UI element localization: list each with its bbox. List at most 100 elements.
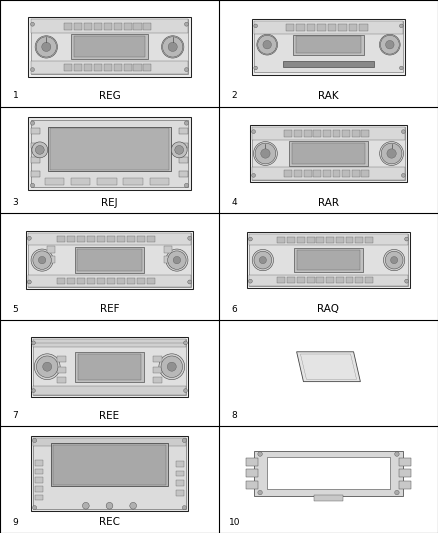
Bar [113, 64, 122, 71]
Bar [284, 170, 292, 177]
Bar [313, 170, 321, 177]
Bar [304, 170, 311, 177]
Circle shape [42, 42, 51, 52]
Bar [31, 20, 188, 74]
Bar [254, 21, 403, 34]
Circle shape [405, 279, 409, 283]
Bar [246, 458, 258, 466]
Circle shape [31, 68, 35, 71]
Bar [283, 61, 374, 67]
Bar [74, 36, 145, 58]
Bar [64, 22, 72, 30]
Bar [336, 277, 344, 284]
Bar [57, 236, 65, 243]
Circle shape [39, 256, 46, 264]
Bar [97, 278, 105, 285]
Bar [94, 64, 102, 71]
Bar [252, 167, 405, 180]
Circle shape [162, 36, 184, 58]
Circle shape [252, 249, 273, 271]
Bar [67, 236, 75, 243]
Bar [134, 22, 141, 30]
Bar [163, 256, 172, 263]
Bar [163, 246, 172, 253]
Bar [179, 171, 187, 177]
Text: REG: REG [99, 91, 120, 101]
Bar [297, 237, 305, 243]
Polygon shape [297, 352, 360, 382]
Bar [78, 353, 141, 380]
Circle shape [184, 183, 189, 188]
Circle shape [402, 173, 405, 177]
Text: 9: 9 [12, 518, 18, 527]
Circle shape [184, 22, 188, 26]
Bar [143, 64, 152, 71]
Bar [252, 19, 405, 75]
Bar [78, 249, 141, 271]
Bar [297, 250, 360, 270]
Circle shape [188, 280, 192, 284]
Text: REJ: REJ [101, 198, 118, 207]
Bar [48, 126, 171, 172]
Circle shape [188, 236, 192, 240]
Circle shape [391, 256, 398, 264]
Bar [249, 235, 408, 286]
Bar [97, 177, 117, 185]
Bar [75, 352, 144, 382]
Circle shape [395, 452, 399, 456]
Bar [45, 177, 64, 185]
Bar [249, 235, 408, 245]
Circle shape [258, 452, 262, 456]
Bar [74, 22, 82, 30]
Bar [287, 277, 295, 284]
Bar [294, 170, 302, 177]
Circle shape [379, 34, 400, 55]
Bar [104, 22, 112, 30]
Bar [316, 237, 324, 243]
Circle shape [257, 34, 278, 55]
Bar [317, 25, 326, 31]
Text: 10: 10 [229, 518, 240, 527]
Circle shape [130, 503, 137, 509]
Circle shape [399, 24, 403, 28]
Bar [342, 170, 350, 177]
Bar [153, 367, 162, 373]
Bar [107, 236, 115, 243]
Bar [28, 233, 191, 245]
Bar [28, 17, 191, 77]
Circle shape [254, 251, 272, 269]
Bar [147, 278, 155, 285]
Bar [316, 277, 324, 284]
Bar [53, 445, 166, 484]
Bar [332, 130, 340, 137]
Circle shape [27, 236, 31, 240]
Circle shape [168, 251, 186, 269]
Bar [355, 237, 363, 243]
Bar [296, 36, 361, 53]
Bar [57, 367, 66, 373]
Circle shape [106, 503, 113, 509]
Bar [355, 277, 363, 284]
Bar [365, 277, 373, 284]
Text: 3: 3 [12, 198, 18, 207]
Circle shape [33, 251, 51, 269]
Circle shape [248, 237, 252, 241]
Text: RAQ: RAQ [318, 304, 339, 314]
Bar [32, 128, 40, 134]
Bar [176, 461, 184, 466]
Bar [307, 237, 314, 243]
Bar [246, 481, 258, 489]
Circle shape [27, 280, 31, 284]
Bar [26, 231, 193, 289]
Bar [67, 278, 75, 285]
Bar [352, 130, 360, 137]
Bar [294, 130, 302, 137]
Bar [287, 237, 295, 243]
Bar [64, 64, 72, 71]
Bar [150, 177, 169, 185]
Bar [31, 120, 188, 187]
Bar [117, 236, 125, 243]
Circle shape [384, 249, 405, 271]
Bar [346, 277, 353, 284]
Bar [28, 276, 191, 287]
